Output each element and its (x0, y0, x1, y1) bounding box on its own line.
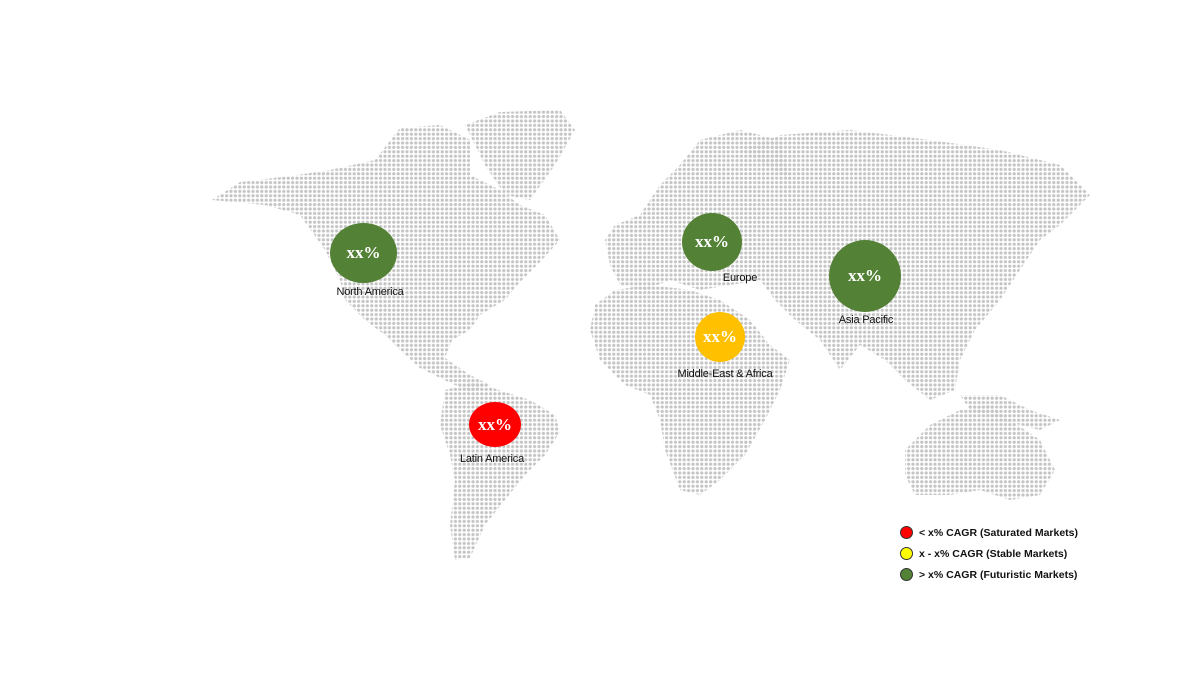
bubble-north-america[interactable]: xx% (330, 223, 397, 283)
legend-label: x - x% CAGR (Stable Markets) (919, 547, 1068, 560)
legend: < x% CAGR (Saturated Markets) x - x% CAG… (900, 522, 1078, 585)
europe-land (605, 130, 790, 290)
green-dot-icon (900, 568, 913, 581)
asia-land (740, 130, 1090, 400)
africa-land (590, 285, 790, 495)
red-dot-icon (900, 526, 913, 539)
label-north-america: North America (336, 286, 404, 298)
label-latin-america: Latin America (459, 453, 525, 465)
label-middle-east-africa: Middle-East & Africa (677, 368, 773, 380)
legend-label: > x% CAGR (Futuristic Markets) (919, 568, 1078, 581)
greenland-land (465, 110, 575, 200)
australia-land (905, 405, 1055, 500)
islands-land (960, 395, 1060, 430)
bubble-middle-east-africa[interactable]: xx% (695, 312, 745, 362)
legend-item-saturated: < x% CAGR (Saturated Markets) (900, 522, 1078, 543)
bubble-latin-america[interactable]: xx% (469, 402, 521, 447)
legend-item-futuristic: > x% CAGR (Futuristic Markets) (900, 564, 1078, 585)
label-asia-pacific: Asia Pacific (838, 314, 894, 326)
legend-label: < x% CAGR (Saturated Markets) (919, 526, 1079, 539)
legend-item-stable: x - x% CAGR (Stable Markets) (900, 543, 1078, 564)
yellow-dot-icon (900, 547, 913, 560)
label-europe: Europe (722, 272, 758, 284)
bubble-europe[interactable]: xx% (682, 213, 742, 271)
bubble-asia-pacific[interactable]: xx% (829, 240, 901, 312)
